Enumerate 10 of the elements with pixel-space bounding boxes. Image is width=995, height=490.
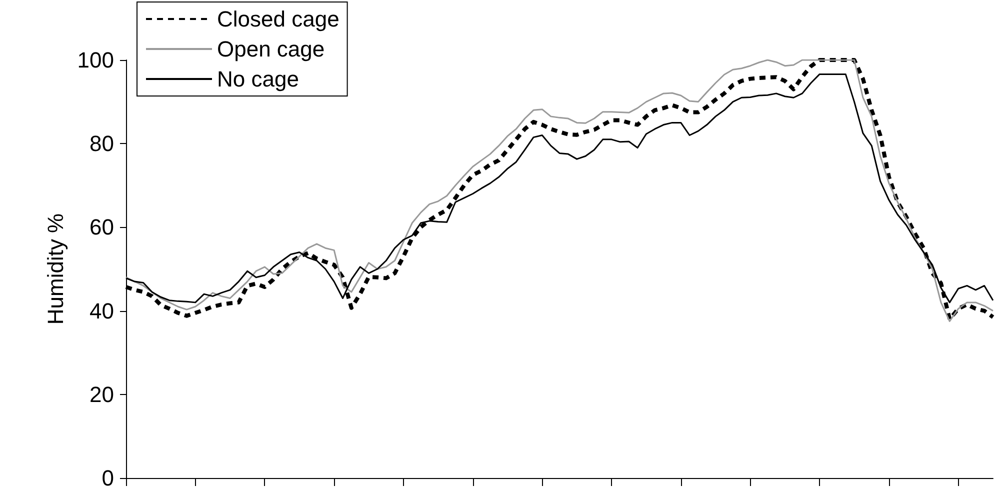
legend-label: Closed cage — [217, 6, 340, 32]
y-tick-label: 100 — [77, 48, 114, 72]
legend-label: Open cage — [217, 36, 325, 62]
y-tick-label: 80 — [90, 131, 114, 156]
y-tick-label: 20 — [90, 382, 114, 407]
y-tick-label: 40 — [90, 298, 114, 324]
y-tick-label: 60 — [90, 214, 114, 240]
y-axis-title: Humidity % — [42, 213, 68, 325]
y-tick-label: 0 — [102, 466, 114, 490]
legend-label: No cage — [217, 66, 299, 92]
